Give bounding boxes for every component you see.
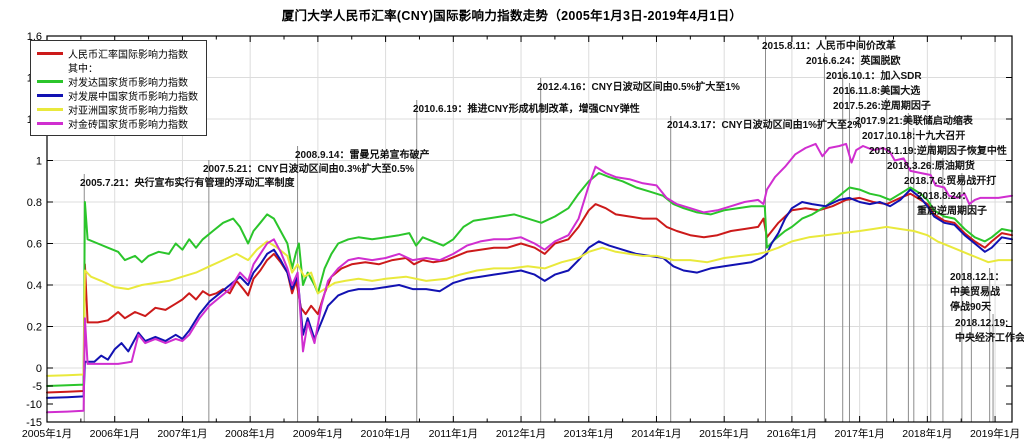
x-axis-label: 2019年1月 (970, 427, 1020, 440)
annotation-text: 2016.6.24：英国脱欧 (806, 54, 901, 67)
y-axis-label: 0 (36, 363, 42, 375)
plot-frame (46, 35, 1013, 423)
legend: 人民币汇率国际影响力指数 其中： 对发达国家货币影响力指数 对发展中国家货币影响力指数… (30, 40, 207, 136)
annotation-text: 2017.10.18:十九大召开 (862, 129, 965, 142)
legend-item: 对发展中国家货币影响力指数 (37, 88, 198, 103)
legend-label: 对亚洲国家货币影响力指数 (68, 105, 188, 117)
legend-label: 对发展中国家货币影响力指数 (68, 91, 198, 103)
x-axis-label: 2005年1月 (22, 427, 72, 440)
annotation-text: 2016.10.1：加入SDR (826, 69, 922, 82)
legend-swatch (37, 51, 63, 55)
x-axis-labels: 2005年1月 2006年1月 2007年1月 2008年1月 2009年1月 2010年… (22, 427, 1020, 440)
annotation-text: 2007.5.21：CNY日波动区间由0.3%扩大至0.5% (203, 162, 414, 175)
x-axis-label: 2014年1月 (631, 427, 681, 440)
y-axis-label: 1 (36, 156, 42, 168)
annotation-text: 2018.3.26:原油期货 (887, 159, 975, 172)
x-axis-label: 2013年1月 (564, 427, 614, 440)
annotation-text: 中央经济工作会议 (955, 331, 1024, 344)
x-axis-label: 2006年1月 (90, 427, 140, 440)
gridlines (47, 36, 1012, 422)
legend-label: 对金砖国家货币影响力指数 (68, 119, 188, 131)
legend-item: 对发达国家货币影响力指数 (37, 74, 198, 89)
x-axis-label: 2012年1月 (496, 427, 546, 440)
chart-title: 厦门大学人民币汇率(CNY)国际影响力指数走势（2005年1月3日-2019年4… (281, 9, 743, 23)
legend-swatch (37, 107, 63, 111)
y-axis-label: -5 (32, 381, 42, 393)
annotation-text: 2016.11.8:美国大选 (833, 84, 920, 97)
data-series (46, 142, 1013, 414)
x-axis-label: 2011年1月 (429, 427, 478, 440)
y-axis-label: 0.6 (27, 239, 42, 251)
annotation-text: 2008.9.14：雷曼兄弟宣布破产 (295, 148, 430, 161)
x-axis-label: 2009年1月 (293, 427, 343, 440)
series-line-4 (46, 142, 1013, 414)
legend-label: 对发达国家货币影响力指数 (68, 77, 188, 89)
annotation-text: 2005.7.21：央行宣布实行有管理的浮动汇率制度 (80, 176, 295, 189)
legend-label: 人民币汇率国际影响力指数 (68, 49, 188, 61)
x-axis-label: 2016年1月 (767, 427, 817, 440)
x-axis-label: 2010年1月 (360, 427, 410, 440)
series-line-1 (46, 172, 1013, 387)
annotation-text: 重启逆周期因子 (917, 204, 987, 217)
legend-label: 其中： (68, 63, 98, 75)
x-axis-label: 2008年1月 (225, 427, 275, 440)
y-axis-label: 0.8 (27, 197, 42, 209)
annotation-text: 2017.5.26:逆周期因子 (833, 99, 931, 112)
legend-swatch (37, 79, 63, 83)
legend-swatch (37, 121, 63, 125)
x-axis-label: 2018年1月 (902, 427, 952, 440)
x-axis-label: 2017年1月 (835, 427, 885, 440)
annotation-text: 2018.12.1： (950, 272, 1005, 283)
legend-swatch (37, 93, 63, 97)
legend-item: 对金砖国家货币影响力指数 (37, 116, 198, 131)
x-axis-label: 2015年1月 (699, 427, 749, 440)
annotation-text: 停战90天 (950, 300, 992, 313)
annotation-text: 2012.4.16：CNY日波动区间由0.5%扩大至1% (537, 80, 740, 93)
y-axis-label: -10 (26, 399, 42, 411)
annotation-text: 2018.12.19: (955, 318, 1008, 329)
annotation-text: 2014.3.17：CNY日波动区间由1%扩大至2% (667, 118, 862, 131)
annotation-text: 2018.8.24： (917, 191, 972, 202)
series-line-2 (46, 188, 1013, 399)
x-axis-label: 2007年1月 (157, 427, 207, 440)
annotation-text: 2017.9.21:美联储启动缩表 (855, 114, 974, 127)
series-line-3 (46, 225, 1013, 377)
legend-item: 其中： (37, 60, 198, 75)
annotation-text: 中美贸易战 (950, 285, 1000, 298)
annotation-text: 2018.7.6:贸易战开打 (904, 174, 996, 187)
annotation-text: 2018.1.19:逆周期因子恢复中性 (869, 144, 1007, 157)
axis-ticks (46, 35, 1012, 423)
y-axis-label: 0.2 (27, 322, 42, 334)
annotation-text: 2015.8.11：人民币中间价改革 (762, 39, 896, 52)
annotation-text: 2010.6.19：推进CNY形成机制改革，增强CNY弹性 (413, 102, 640, 115)
series-line-0 (46, 192, 1013, 394)
legend-item: 对亚洲国家货币影响力指数 (37, 102, 198, 117)
legend-item: 人民币汇率国际影响力指数 (37, 46, 198, 61)
y-axis-label: -15 (26, 417, 42, 429)
y-axis-label: 0.4 (27, 280, 42, 292)
annotations: 2005.7.21：央行宣布实行有管理的浮动汇率制度2007.5.21：CNY日… (80, 39, 1024, 344)
